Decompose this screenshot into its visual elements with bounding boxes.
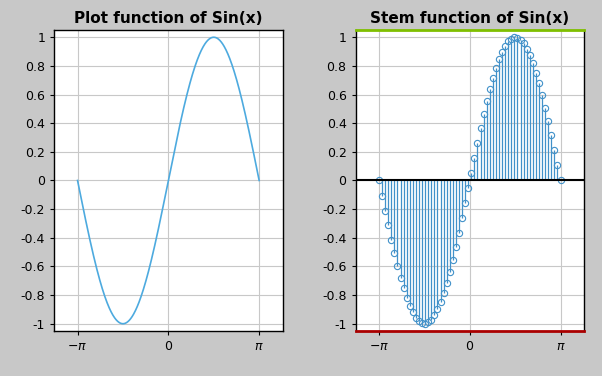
Title: Plot function of Sin(x): Plot function of Sin(x) (74, 11, 262, 26)
Title: Stem function of Sin(x): Stem function of Sin(x) (370, 11, 569, 26)
